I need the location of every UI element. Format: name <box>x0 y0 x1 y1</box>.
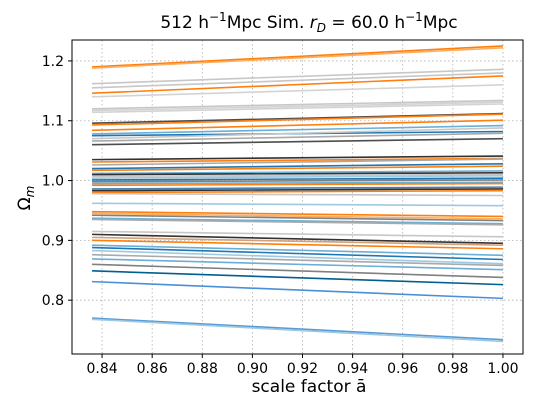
series-line-2 <box>92 46 503 69</box>
series-line-26 <box>92 174 503 179</box>
y-tick-label: 0.9 <box>42 233 64 249</box>
x-tick-label: 0.84 <box>86 361 117 377</box>
series-line-16 <box>92 132 503 142</box>
series-line-33 <box>92 189 503 194</box>
y-tick-label: 0.8 <box>42 293 64 309</box>
series-line-27 <box>92 177 503 181</box>
y-axis-ticks: 0.8 0.9 1.0 1.1 1.2 <box>42 54 72 309</box>
series-line-15 <box>92 127 503 140</box>
series-line-7 <box>92 99 503 110</box>
series-line-40 <box>92 218 503 226</box>
series-line-29 <box>92 181 503 185</box>
series-line-3 <box>92 68 503 85</box>
series-line-49 <box>92 258 503 271</box>
series-line-23 <box>92 170 503 175</box>
y-tick-label: 1.2 <box>42 54 64 70</box>
x-axis-label: scale factor ā <box>252 377 367 397</box>
series-line-47 <box>92 249 503 265</box>
series-line-41 <box>92 230 503 238</box>
series-line-38 <box>92 214 503 222</box>
series-line-45 <box>92 244 503 257</box>
series-line-51 <box>92 270 503 286</box>
series-line-17 <box>92 137 503 146</box>
series-line-32 <box>92 188 503 192</box>
series-line-36 <box>92 210 503 218</box>
x-tick-label: 0.94 <box>337 361 368 377</box>
series-line-1 <box>91 45 504 68</box>
series-line-48 <box>92 253 503 267</box>
series-line-28 <box>92 179 503 183</box>
x-tick-label: 0.92 <box>287 361 318 377</box>
series-line-35 <box>92 202 503 207</box>
series-line-6 <box>92 84 503 98</box>
y-tick-label: 1.0 <box>42 174 64 190</box>
series-line-19 <box>92 157 503 163</box>
series-line-34 <box>92 192 503 197</box>
series-line-11 <box>92 113 503 126</box>
series-line-50 <box>92 263 503 279</box>
gridlines <box>72 40 523 354</box>
series-line-31 <box>92 186 503 190</box>
series-line-22 <box>92 165 503 172</box>
x-axis-ticks: 0.84 0.86 0.88 0.90 0.92 0.94 0.96 0.98 1.00 <box>86 354 519 377</box>
series-lines <box>91 45 504 343</box>
series-line-20 <box>92 158 503 166</box>
series-line-9 <box>92 103 503 114</box>
x-tick-label: 0.90 <box>237 361 268 377</box>
series-line-54 <box>91 318 504 343</box>
x-tick-label: 0.96 <box>387 361 418 377</box>
series-line-8 <box>92 101 503 112</box>
series-line-37 <box>92 212 503 220</box>
x-tick-label: 1.00 <box>487 361 518 377</box>
series-line-21 <box>92 163 503 170</box>
series-line-5 <box>92 75 503 95</box>
series-line-44 <box>92 239 503 250</box>
series-line-30 <box>92 182 503 187</box>
series-line-46 <box>92 246 503 261</box>
series-line-39 <box>92 217 503 225</box>
y-tick-label: 1.1 <box>42 114 64 130</box>
series-line-42 <box>92 233 503 245</box>
y-axis-label: Ωm <box>15 186 37 211</box>
x-tick-label: 0.88 <box>187 361 218 377</box>
series-line-4 <box>92 72 503 89</box>
series-line-24 <box>92 171 503 176</box>
series-line-25 <box>92 173 503 178</box>
plot-frame <box>71 39 524 355</box>
series-line-12 <box>92 119 503 132</box>
series-line-52 <box>92 280 503 300</box>
series-line-18 <box>92 155 503 161</box>
series-line-43 <box>92 236 503 246</box>
chart-title: 512 h−1Mpc Sim. rD = 60.0 h−1Mpc <box>160 10 457 35</box>
x-tick-label: 0.98 <box>437 361 468 377</box>
series-line-53 <box>91 317 504 341</box>
series-line-13 <box>92 124 503 135</box>
x-tick-label: 0.86 <box>137 361 168 377</box>
